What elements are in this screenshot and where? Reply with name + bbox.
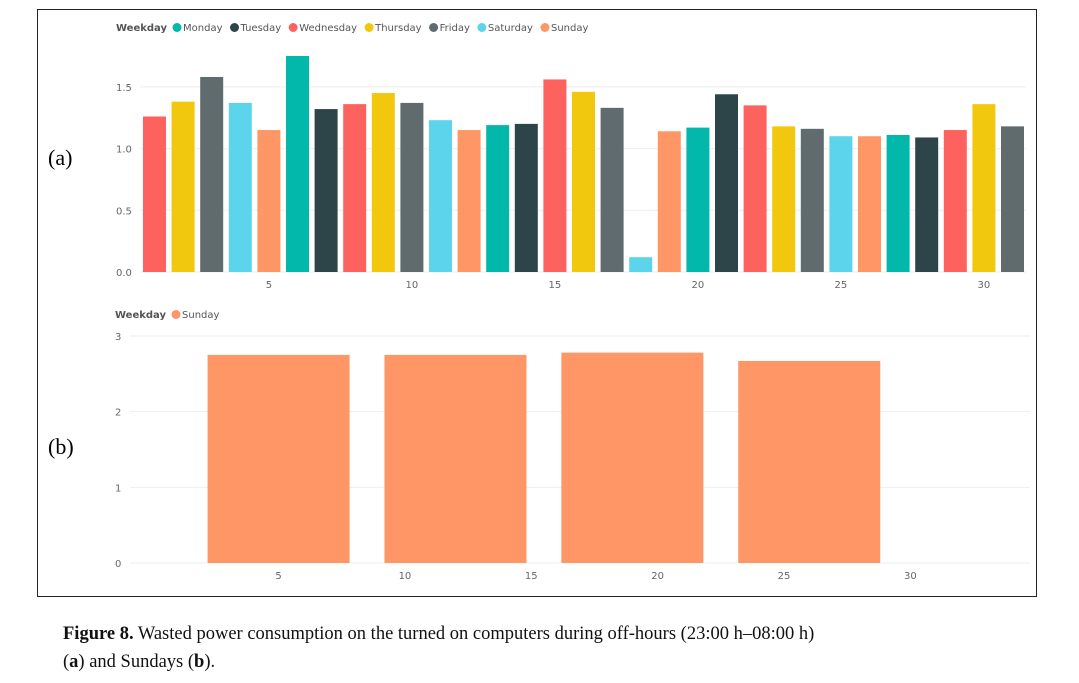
chart-b: 0 1 2 3 5 10 15 20 25 30 Weekday Sunday xyxy=(115,310,1030,582)
caption-middle: ) and Sundays ( xyxy=(78,652,195,672)
caption-ref-a: a xyxy=(69,652,79,672)
bar xyxy=(400,102,424,272)
bar xyxy=(171,101,195,272)
x-tick-label: 15 xyxy=(549,280,562,291)
y-tick-label: 3 xyxy=(115,332,121,343)
bar xyxy=(657,131,681,272)
bar xyxy=(686,127,710,273)
legend-item: Tuesday xyxy=(240,23,282,34)
legend-title: Weekday xyxy=(115,310,166,321)
x-tick-label: 15 xyxy=(525,571,538,582)
panel-label-b: (b) xyxy=(48,434,74,459)
bar xyxy=(543,79,567,272)
y-tick-label: 1.0 xyxy=(116,145,132,156)
x-tick-label: 20 xyxy=(651,571,664,582)
bar xyxy=(561,352,704,563)
legend-marker xyxy=(230,23,239,32)
bar xyxy=(915,137,939,272)
legend-item: Sunday xyxy=(551,23,588,34)
legend-marker xyxy=(364,23,374,32)
x-tick-label: 5 xyxy=(266,280,272,291)
figure-number: Figure 8. xyxy=(63,624,134,644)
bar xyxy=(207,354,350,563)
legend-item: Wednesday xyxy=(299,23,357,34)
bar xyxy=(829,136,853,272)
legend-marker xyxy=(540,23,550,32)
figure-frame xyxy=(37,9,1037,597)
bar xyxy=(314,109,338,273)
caption-end: ). xyxy=(204,652,216,672)
y-tick-label: 0.0 xyxy=(116,268,132,279)
bar xyxy=(972,104,996,272)
bar xyxy=(343,104,367,272)
y-tick-label: 1 xyxy=(115,483,121,494)
y-tick-label: 0.5 xyxy=(116,206,132,217)
bar xyxy=(200,76,224,273)
bar xyxy=(738,360,881,563)
bar xyxy=(715,94,738,273)
legend-item: Friday xyxy=(440,23,470,34)
legend-item: Thursday xyxy=(374,23,422,34)
bar xyxy=(429,120,452,272)
panel-label-a: (a) xyxy=(48,145,73,170)
x-tick-label: 20 xyxy=(692,280,705,291)
bar xyxy=(514,123,538,272)
bar xyxy=(772,126,796,273)
bar xyxy=(800,128,824,272)
chart-a: 0.0 0.5 1.0 1.5 5 10 15 20 25 30 Weekday Monday Tues… xyxy=(116,23,1026,291)
figure-caption: Figure 8. Wasted power consumption on th… xyxy=(63,620,1043,676)
bar xyxy=(943,130,967,272)
legend-marker xyxy=(429,23,439,32)
y-tick-label: 2 xyxy=(115,408,121,419)
caption-line1: Wasted power consumption on the turned o… xyxy=(133,624,815,644)
legend-title: Weekday xyxy=(116,23,167,34)
bar xyxy=(371,93,395,273)
bar xyxy=(457,130,481,272)
legend-marker xyxy=(171,310,181,319)
x-tick-label: 25 xyxy=(778,571,791,582)
x-tick-label: 30 xyxy=(904,571,917,582)
bar xyxy=(228,102,252,272)
bar xyxy=(286,56,309,272)
legend-item: Sunday xyxy=(182,310,219,321)
bar xyxy=(384,354,527,563)
legend-marker xyxy=(288,23,298,32)
x-tick-label: 30 xyxy=(978,280,991,291)
caption-ref-b: b xyxy=(194,652,205,672)
caption-paren-a-open: ( xyxy=(63,652,70,672)
x-tick-label: 10 xyxy=(406,280,419,291)
bar xyxy=(257,130,281,272)
legend-item: Saturday xyxy=(488,23,533,34)
bar xyxy=(743,105,767,272)
legend-item: Monday xyxy=(183,23,223,34)
bar xyxy=(600,107,624,272)
x-tick-label: 10 xyxy=(399,571,412,582)
bar xyxy=(486,125,510,273)
bar xyxy=(572,91,595,273)
x-tick-label: 25 xyxy=(835,280,848,291)
bar xyxy=(629,257,653,272)
bar xyxy=(858,136,881,272)
legend-marker xyxy=(477,23,487,32)
x-tick-label: 5 xyxy=(275,571,281,582)
bar xyxy=(886,134,910,272)
bar xyxy=(1001,126,1024,273)
y-tick-label: 1.5 xyxy=(116,83,132,94)
legend-marker xyxy=(172,23,182,32)
bar xyxy=(143,116,166,272)
y-tick-label: 0 xyxy=(115,559,121,570)
